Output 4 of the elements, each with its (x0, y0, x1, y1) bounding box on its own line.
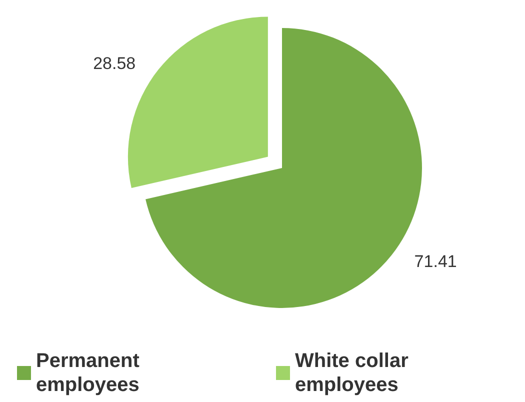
data-label: 28.58 (93, 54, 136, 73)
data-label: 71.41 (414, 252, 457, 271)
legend-label: White collar employees (295, 350, 414, 396)
legend-label: Permanent employees (36, 350, 145, 396)
